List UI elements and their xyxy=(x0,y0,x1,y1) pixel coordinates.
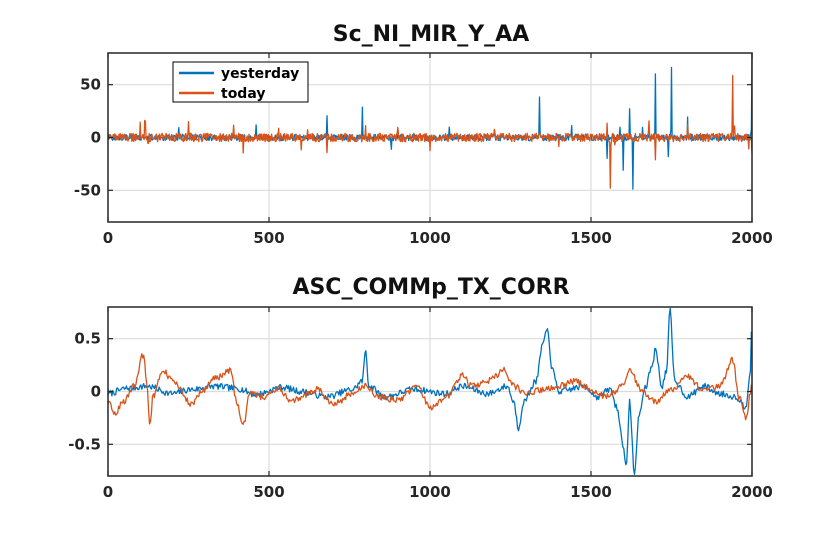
y-tick-label: 0 xyxy=(91,129,101,147)
plot-top-yticks: 50 0 -50 xyxy=(74,76,752,199)
x-tick-label: 2000 xyxy=(731,229,773,247)
y-tick-label: -0.5 xyxy=(68,435,101,453)
plot-top: Sc_NI_MIR_Y_AA 0 500 1000 1500 2000 500-50 y… xyxy=(74,22,773,247)
plot-top-series xyxy=(107,52,753,190)
plot-bottom-grid xyxy=(108,307,752,476)
legend-label-yesterday: yesterday xyxy=(221,66,299,82)
x-tick-label: 500 xyxy=(253,229,284,247)
plot-top-title: Sc_NI_MIR_Y_AA xyxy=(333,22,530,47)
x-tick-label: 0 xyxy=(103,483,113,501)
x-tick-label: 1000 xyxy=(409,229,451,247)
y-tick-label: 50 xyxy=(80,76,101,94)
x-tick-label: 1000 xyxy=(409,483,451,501)
plot-bottom-xticks: 0 500 1000 1500 2000 xyxy=(103,307,773,501)
x-tick-label: 1500 xyxy=(570,483,612,501)
plot-bottom-series xyxy=(107,307,753,476)
y-tick-label: -50 xyxy=(74,181,101,199)
plot-bottom-yticks: 0.5 0 -0.5 xyxy=(68,330,752,453)
x-tick-label: 500 xyxy=(253,483,284,501)
x-tick-label: 2000 xyxy=(731,483,773,501)
x-tick-label: 1500 xyxy=(570,229,612,247)
plot-bottom-title: ASC_COMMp_TX_CORR xyxy=(292,275,569,300)
legend-box xyxy=(172,61,309,103)
plot-bottom: ASC_COMMp_TX_CORR 0 500 1000 1500 2000 0.5 0 -… xyxy=(68,275,773,501)
y-tick-label: 0.5 xyxy=(74,330,101,348)
legend: yesterday today xyxy=(172,61,309,103)
plot-top-xticks: 0 500 1000 1500 2000 xyxy=(103,53,773,247)
x-tick-label: 0 xyxy=(103,229,113,247)
series-line-today xyxy=(107,353,753,425)
y-tick-label: 0 xyxy=(91,383,101,401)
series-line-today xyxy=(107,74,753,189)
legend-label-today: today xyxy=(221,86,265,102)
